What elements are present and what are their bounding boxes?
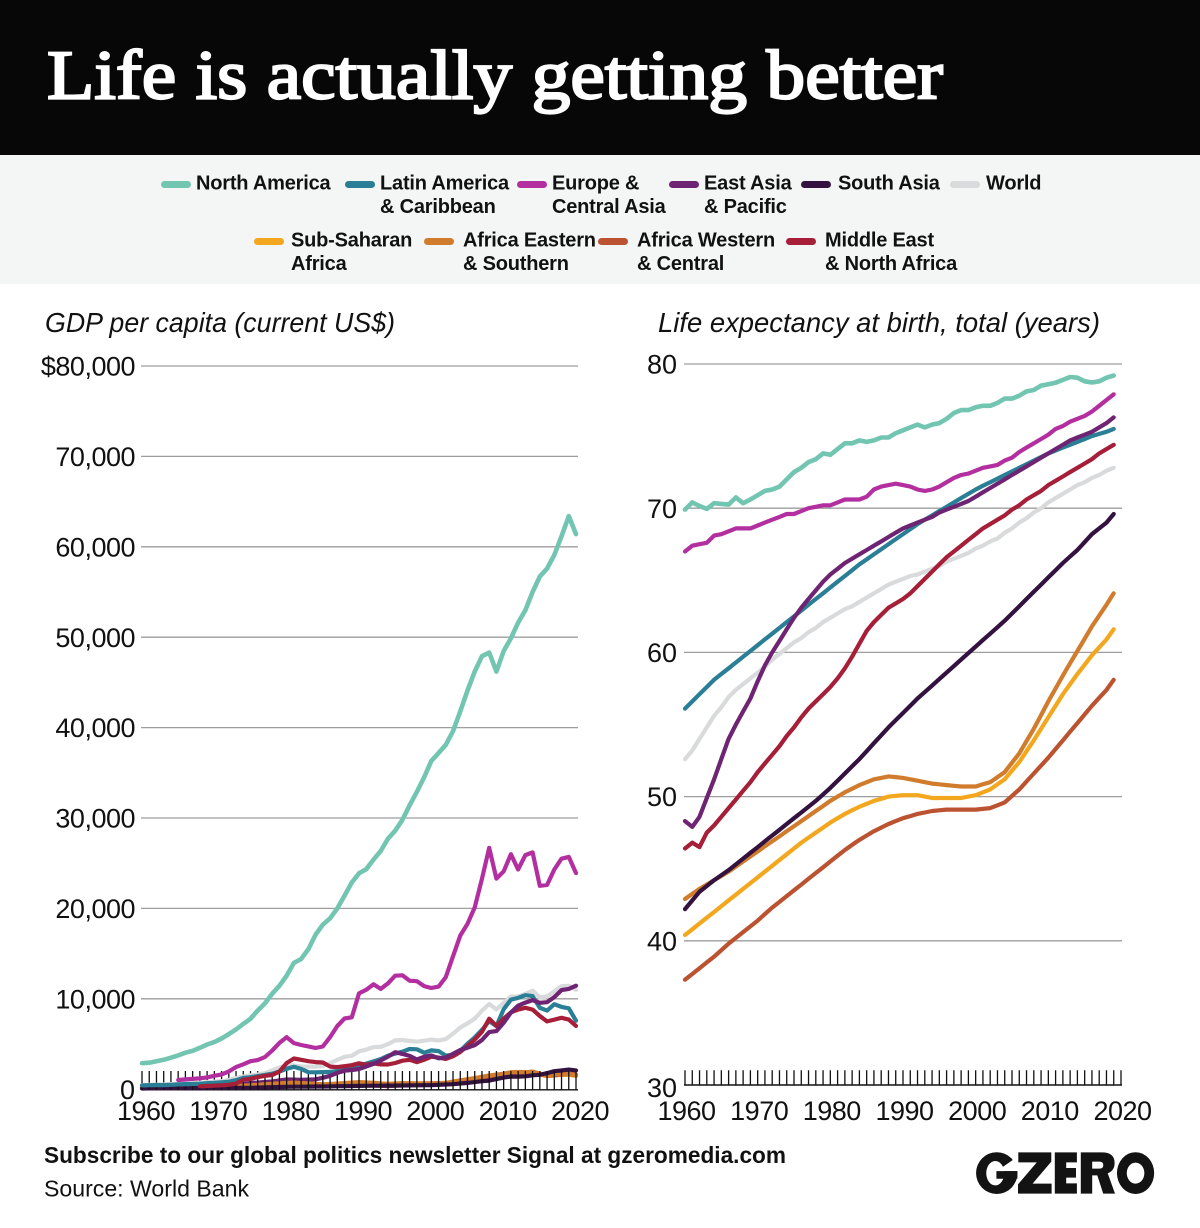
svg-text:$80,000: $80,000 xyxy=(41,352,135,382)
svg-text:1970: 1970 xyxy=(189,1096,247,1126)
svg-text:GDP per capita (current US$): GDP per capita (current US$) xyxy=(45,307,395,338)
svg-text:& Central: & Central xyxy=(637,253,724,275)
svg-text:& North Africa: & North Africa xyxy=(825,253,958,275)
svg-text:Life is actually getting bette: Life is actually getting better xyxy=(47,38,943,115)
svg-text:40,000: 40,000 xyxy=(55,713,135,743)
svg-text:30,000: 30,000 xyxy=(55,804,135,834)
svg-text:20,000: 20,000 xyxy=(55,894,135,924)
svg-text:0: 0 xyxy=(120,1075,135,1105)
svg-text:10,000: 10,000 xyxy=(55,984,135,1014)
svg-text:70,000: 70,000 xyxy=(55,442,135,472)
svg-text:2010: 2010 xyxy=(479,1096,537,1126)
svg-text:1970: 1970 xyxy=(730,1096,788,1126)
svg-text:1960: 1960 xyxy=(657,1096,715,1126)
svg-text:2020: 2020 xyxy=(551,1096,609,1126)
svg-text:Subscribe to our global politi: Subscribe to our global politics newslet… xyxy=(44,1142,786,1168)
svg-text:1980: 1980 xyxy=(262,1096,320,1126)
svg-text:1960: 1960 xyxy=(117,1096,175,1126)
svg-text:Africa Western: Africa Western xyxy=(637,230,775,252)
svg-text:60,000: 60,000 xyxy=(55,532,135,562)
svg-text:& Caribbean: & Caribbean xyxy=(380,196,496,218)
svg-text:1990: 1990 xyxy=(334,1096,392,1126)
svg-text:Africa: Africa xyxy=(291,253,348,275)
svg-text:2000: 2000 xyxy=(948,1096,1006,1126)
svg-text:50: 50 xyxy=(647,782,677,812)
svg-text:& Southern: & Southern xyxy=(463,253,569,275)
svg-text:50,000: 50,000 xyxy=(55,623,135,653)
svg-text:Life expectancy at birth, tota: Life expectancy at birth, total (years) xyxy=(658,307,1100,338)
svg-text:Latin America: Latin America xyxy=(380,173,510,195)
svg-text:Middle East: Middle East xyxy=(825,230,934,252)
svg-text:World: World xyxy=(986,173,1041,195)
svg-text:1990: 1990 xyxy=(875,1096,933,1126)
svg-text:2010: 2010 xyxy=(1021,1096,1079,1126)
svg-text:East Asia: East Asia xyxy=(704,173,793,195)
svg-text:North America: North America xyxy=(196,173,332,195)
svg-text:2020: 2020 xyxy=(1093,1096,1151,1126)
svg-text:& Pacific: & Pacific xyxy=(704,196,787,218)
svg-text:70: 70 xyxy=(647,494,677,524)
svg-text:Sub-Saharan: Sub-Saharan xyxy=(291,230,412,252)
svg-text:Europe &: Europe & xyxy=(552,173,639,195)
svg-text:Central Asia: Central Asia xyxy=(552,196,667,218)
svg-text:80: 80 xyxy=(647,350,677,380)
svg-text:1980: 1980 xyxy=(803,1096,861,1126)
svg-text:2000: 2000 xyxy=(406,1096,464,1126)
svg-text:South Asia: South Asia xyxy=(838,173,941,195)
svg-text:60: 60 xyxy=(647,638,677,668)
svg-text:40: 40 xyxy=(647,926,677,956)
svg-text:Source: World Bank: Source: World Bank xyxy=(44,1176,249,1202)
svg-text:Africa Eastern: Africa Eastern xyxy=(463,230,596,252)
svg-text:30: 30 xyxy=(647,1073,677,1103)
